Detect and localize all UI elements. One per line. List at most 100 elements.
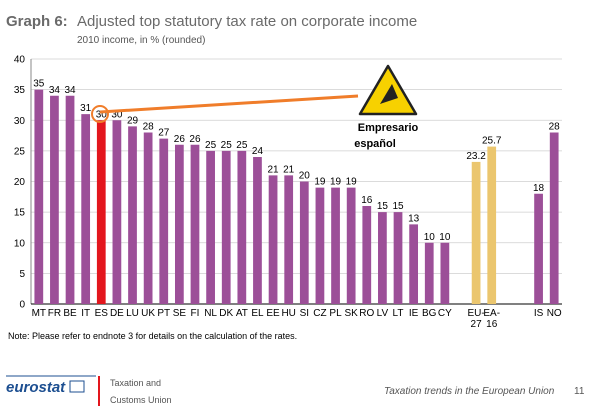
chart-title-label: Graph 6: — [6, 13, 68, 30]
y-tick-label: 35 — [14, 85, 26, 96]
bar — [471, 161, 481, 304]
warning-figure — [380, 84, 398, 104]
x-tick-label: ES — [95, 308, 109, 319]
value-label: 10 — [424, 232, 436, 243]
x-tick-label: SE — [173, 308, 187, 319]
x-tick-label: DK — [219, 308, 233, 319]
x-tick-label: UK — [141, 308, 155, 319]
x-tick-label: NL — [204, 308, 217, 319]
bar — [190, 144, 200, 304]
x-tick-label: CY — [438, 308, 452, 319]
bar — [50, 95, 59, 304]
bar — [237, 150, 247, 304]
bar — [81, 114, 91, 304]
note: Note: Please refer to endnote 3 for deta… — [8, 331, 297, 341]
unit-name: Customs Union — [110, 395, 172, 405]
bar — [393, 212, 403, 304]
x-tick-label: IS — [534, 308, 544, 319]
x-tick-label: LV — [377, 308, 389, 319]
x-tick-label: IT — [81, 308, 90, 319]
y-tick-label: 40 — [14, 55, 26, 66]
y-tick-label: 30 — [14, 116, 26, 127]
value-label: 31 — [80, 103, 92, 114]
value-label: 19 — [330, 177, 342, 188]
value-label: 21 — [283, 164, 295, 175]
x-tick-label: BG — [422, 308, 437, 319]
value-label: 20 — [299, 171, 311, 182]
bar — [65, 95, 75, 304]
value-label: 28 — [549, 122, 561, 133]
x-tick-label: FI — [191, 308, 200, 319]
y-tick-label: 0 — [19, 300, 25, 311]
value-label: 29 — [127, 115, 139, 126]
value-label: 26 — [189, 134, 201, 145]
y-tick-label: 25 — [14, 146, 26, 157]
bar — [409, 224, 419, 304]
value-label: 27 — [158, 128, 170, 139]
x-tick-label: EA-16 — [483, 308, 500, 330]
bar — [378, 212, 387, 304]
bar — [424, 242, 434, 304]
logo-box — [69, 380, 85, 393]
unit-name: Taxation and — [110, 378, 161, 388]
bar — [159, 138, 169, 304]
logo: eurostat — [6, 379, 66, 396]
bar — [128, 126, 137, 304]
value-label: 25 — [236, 140, 248, 151]
value-label: 24 — [252, 146, 264, 157]
x-tick-label: BE — [63, 308, 77, 319]
bar — [268, 175, 278, 304]
value-label: 16 — [361, 195, 373, 206]
value-label: 23.2 — [466, 151, 486, 162]
x-tick-label: CZ — [313, 308, 326, 319]
bar — [96, 120, 106, 304]
bar — [315, 187, 325, 304]
x-tick-label: RO — [359, 308, 374, 319]
value-label: 25 — [221, 140, 233, 151]
x-tick-label: LT — [393, 308, 404, 319]
bar — [346, 187, 356, 304]
x-tick-label: PL — [329, 308, 342, 319]
bar — [221, 150, 231, 304]
value-label: 26 — [174, 134, 186, 145]
bar — [174, 144, 184, 304]
value-label: 21 — [268, 164, 280, 175]
bar — [284, 175, 294, 304]
annotation-circle — [91, 105, 109, 123]
x-tick-label: DE — [110, 308, 124, 319]
chart-title: Adjusted top statutory tax rate on corpo… — [77, 13, 417, 30]
bar — [299, 181, 309, 304]
x-tick-label: HU — [281, 308, 295, 319]
bar — [534, 193, 543, 304]
x-tick-label: NO — [547, 308, 562, 319]
value-label: 34 — [64, 85, 76, 96]
bar — [253, 157, 262, 304]
x-tick-label: IE — [409, 308, 419, 319]
publication: Taxation trends in the European Union — [384, 386, 555, 397]
x-tick-label: EE — [266, 308, 280, 319]
y-tick-label: 15 — [14, 208, 26, 219]
x-tick-label: FR — [48, 308, 61, 319]
bar — [362, 206, 372, 304]
chart-subtitle: 2010 income, in % (rounded) — [77, 35, 205, 46]
bar — [206, 150, 215, 304]
x-tick-label: SI — [300, 308, 309, 319]
value-label: 19 — [346, 177, 358, 188]
value-label: 35 — [33, 79, 45, 90]
annotation: español — [354, 138, 396, 150]
value-label: 13 — [408, 213, 420, 224]
x-tick-label: AT — [236, 308, 248, 319]
value-label: 25.7 — [482, 136, 502, 147]
y-tick-label: 5 — [19, 269, 25, 280]
x-tick-label: EU-27 — [467, 308, 484, 330]
value-label: 34 — [49, 85, 61, 96]
value-label: 15 — [392, 201, 404, 212]
x-tick-label: SK — [344, 308, 358, 319]
bar — [331, 187, 340, 304]
x-tick-label: EL — [251, 308, 264, 319]
value-label: 25 — [205, 140, 217, 151]
annotation: Empresario — [358, 122, 419, 134]
x-tick-label: LU — [126, 308, 139, 319]
value-label: 30 — [111, 109, 123, 120]
